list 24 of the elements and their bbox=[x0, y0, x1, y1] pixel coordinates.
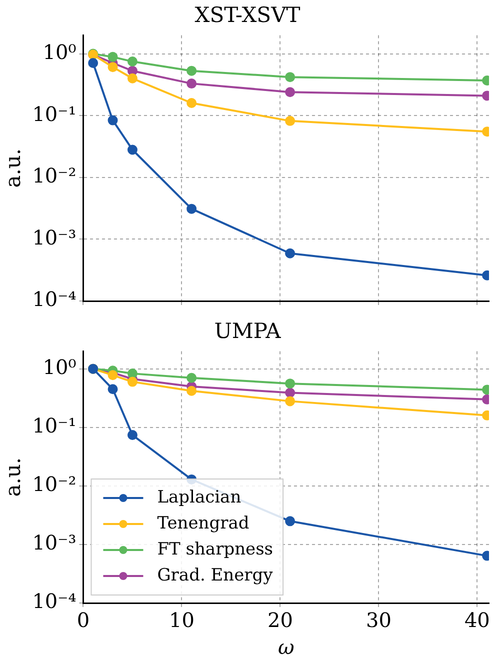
x-tick-label: 30 bbox=[366, 608, 392, 632]
legend-label: FT sharpness bbox=[157, 539, 274, 560]
chart-title: UMPA bbox=[214, 319, 282, 344]
y-tick-label: 10⁻² bbox=[32, 164, 76, 188]
x-tick-label: 0 bbox=[76, 608, 90, 632]
y-tick-label: 10⁻² bbox=[32, 472, 76, 496]
y-axis-title: a.u. bbox=[1, 457, 26, 497]
y-tick-label: 10⁻¹ bbox=[32, 102, 76, 126]
legend-label: Laplacian bbox=[157, 487, 242, 508]
y-tick-label: 10⁻⁴ bbox=[32, 589, 76, 614]
x-axis-title: ω bbox=[278, 635, 294, 660]
y-tick-label: 10⁻¹ bbox=[32, 414, 76, 438]
y-tick-label: 10⁻³ bbox=[32, 530, 76, 555]
x-tick-label: 20 bbox=[267, 608, 293, 632]
y-tick-label: 10⁻³ bbox=[32, 225, 76, 250]
legend-label: Tenengrad bbox=[157, 513, 250, 534]
x-tick-label: 40 bbox=[464, 608, 490, 632]
x-tick-label: 10 bbox=[168, 608, 194, 632]
chart-title: XST-XSVT bbox=[194, 3, 300, 28]
y-tick-label: 10⁰ bbox=[42, 355, 76, 380]
legend-label: Grad. Energy bbox=[157, 565, 274, 586]
y-axis-title: a.u. bbox=[1, 148, 26, 188]
y-tick-label: 10⁻⁴ bbox=[32, 287, 76, 312]
y-tick-label: 10⁰ bbox=[42, 40, 76, 64]
